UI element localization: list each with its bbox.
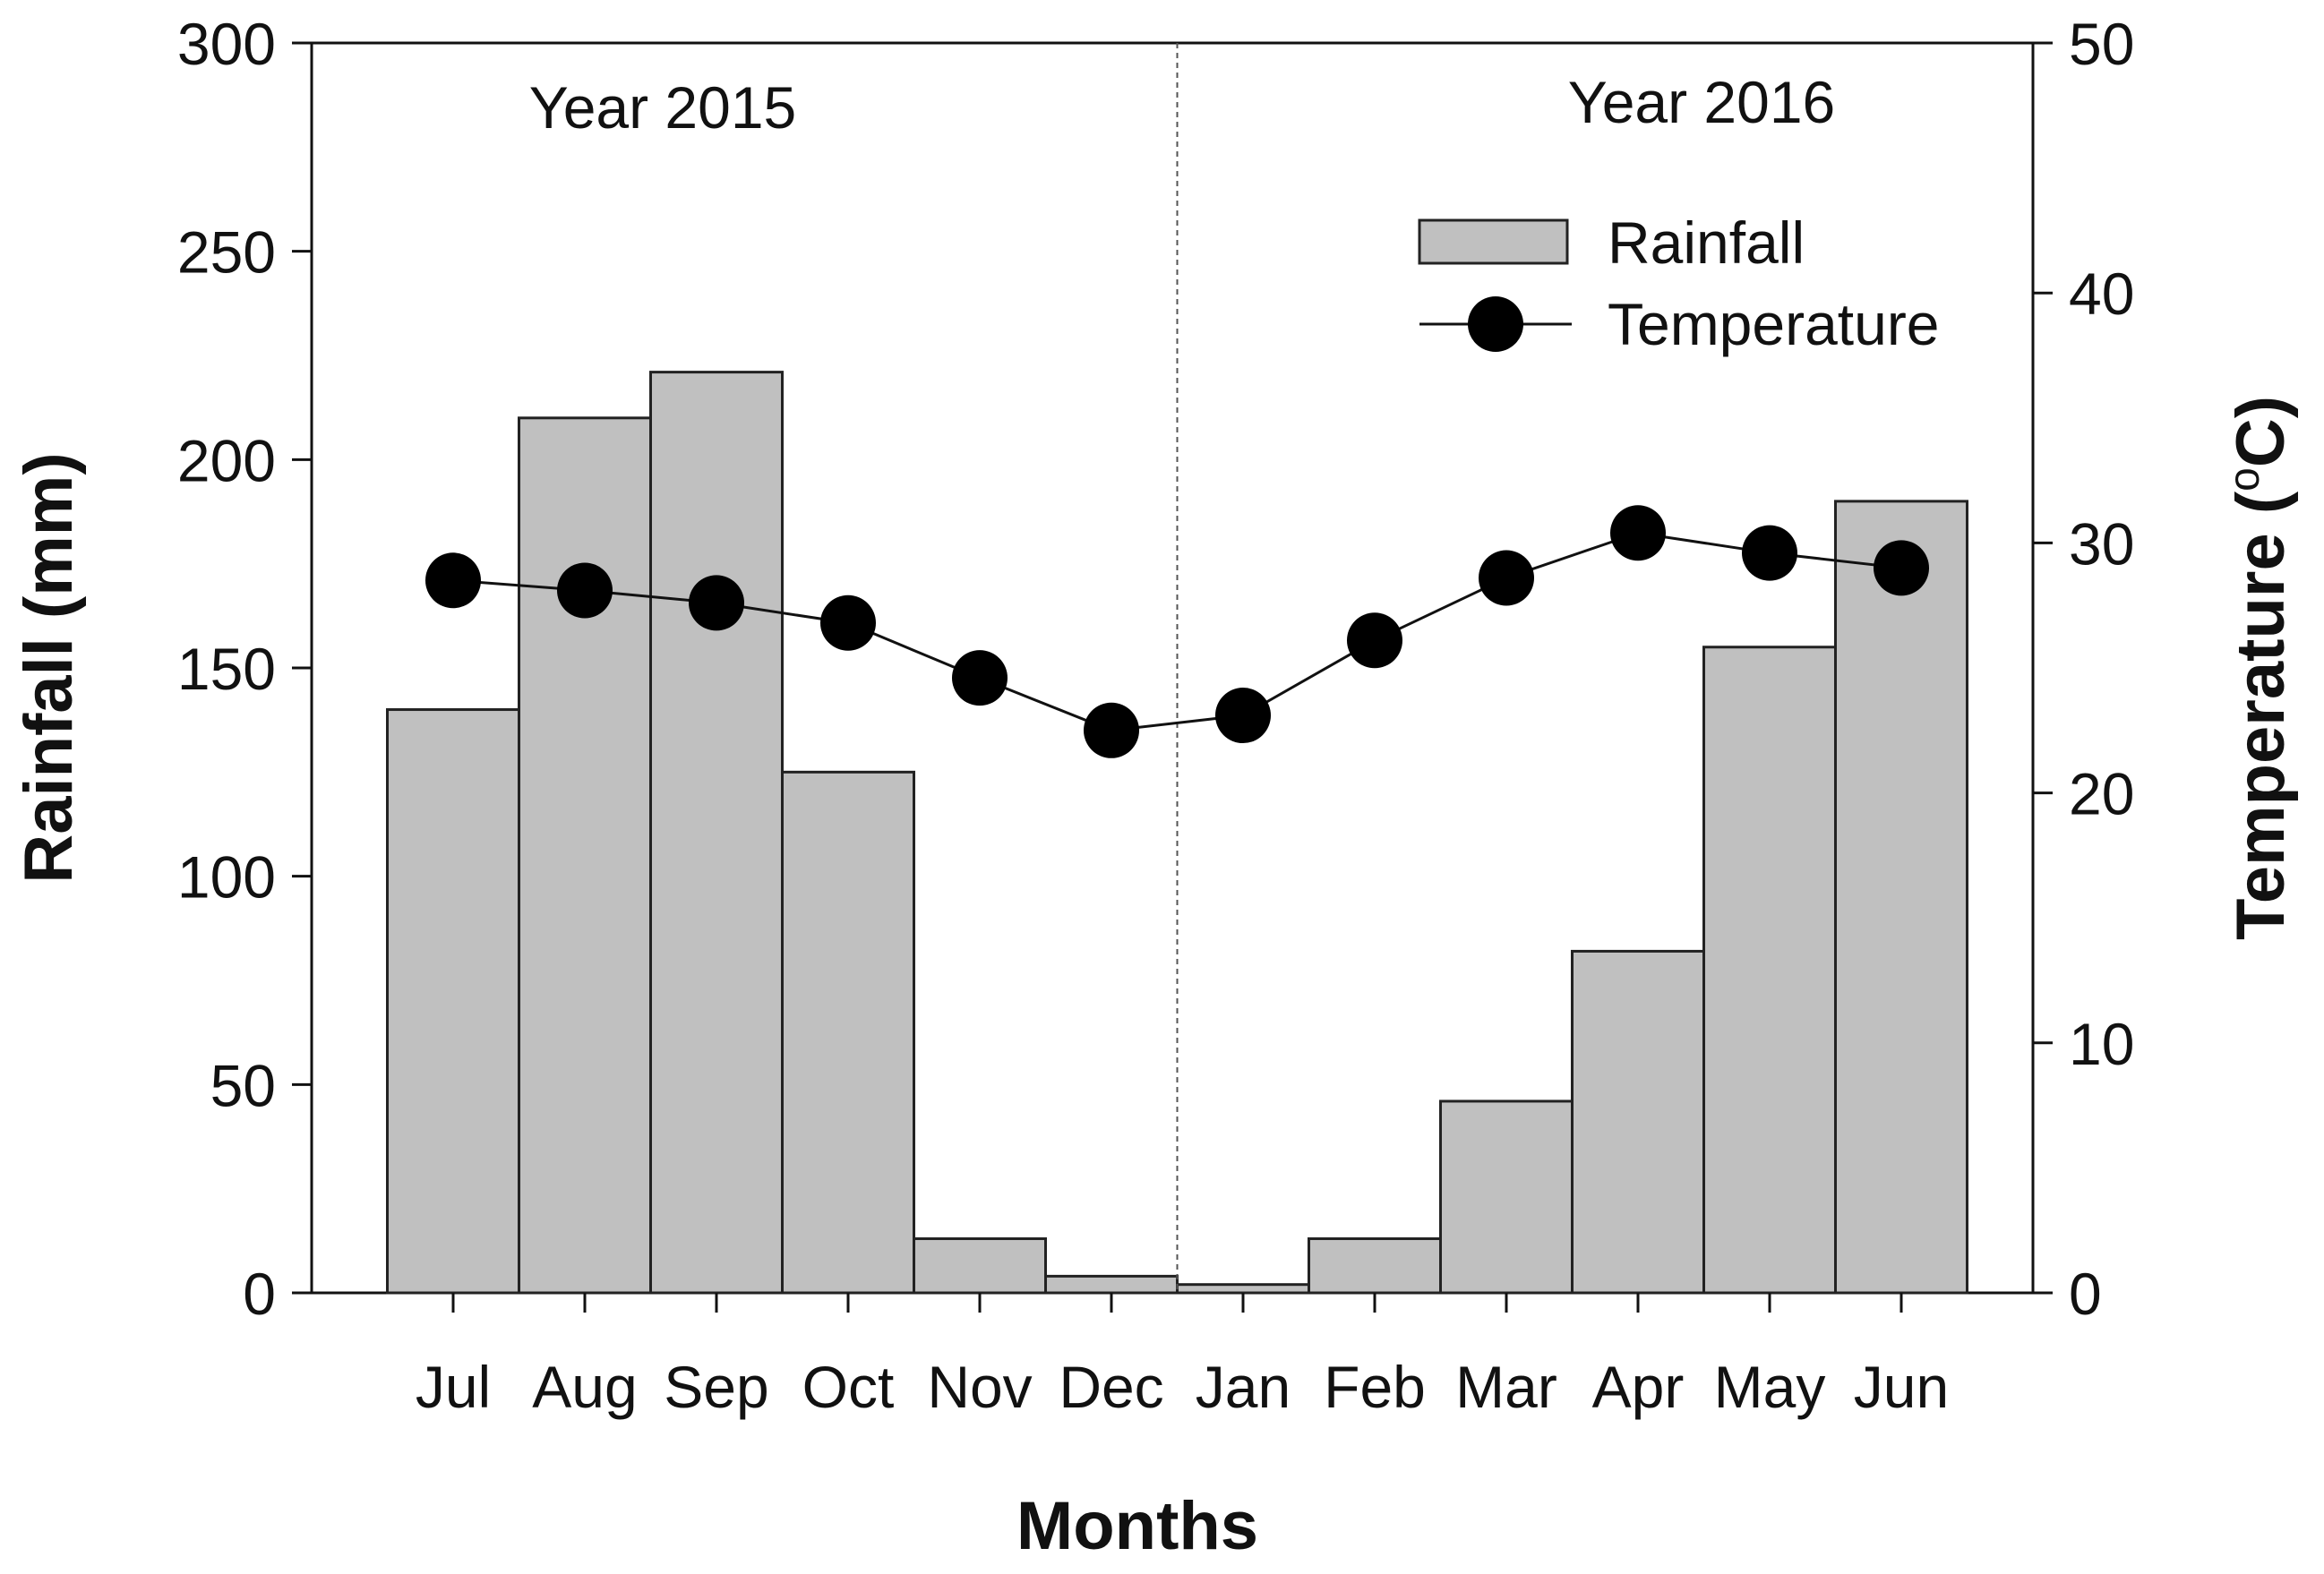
x-tick-label-jun: Jun [1854, 1354, 1949, 1420]
right-tick-label: 50 [2069, 11, 2134, 77]
marker-temperature-jan [1215, 688, 1271, 744]
right-axis-title-main: Temperature ( [2223, 491, 2299, 940]
right-tick-label: 30 [2069, 510, 2134, 577]
marker-temperature-oct [820, 595, 876, 651]
bar-rainfall-jul [386, 708, 520, 1295]
bar-rainfall-sep [649, 371, 784, 1295]
bar-rainfall-jun [1834, 500, 1968, 1295]
bar-rainfall-jan [1176, 1283, 1310, 1295]
bar-rainfall-aug [518, 416, 652, 1295]
legend: Rainfall Temperature [1418, 210, 1940, 357]
left-axis-title: Rainfall (mm) [11, 452, 87, 883]
bar-rainfall-nov [913, 1237, 1047, 1295]
marker-temperature-mar [1479, 550, 1534, 606]
marker-temperature-apr [1610, 505, 1666, 561]
bar-rainfall-feb [1308, 1237, 1442, 1295]
marker-temperature-feb [1347, 612, 1402, 669]
right-axis-title: Temperature (oC) [2221, 396, 2299, 940]
left-tick-label: 0 [243, 1261, 276, 1327]
x-tick-label-may: May [1714, 1354, 1826, 1420]
marker-temperature-may [1742, 525, 1797, 581]
annotation-year-2016: Year 2016 [1568, 69, 1836, 135]
x-axis: Jul Aug Sep Oct Nov Dec Jan Feb Mar Apr May Jun [416, 1293, 1949, 1420]
marker-temperature-nov [952, 650, 1008, 706]
bar-rainfall-oct [781, 770, 915, 1295]
marker-temperature-dec [1084, 702, 1139, 758]
x-axis-title: Months [1016, 1488, 1258, 1564]
bar-rainfall-may [1702, 646, 1837, 1295]
right-tick-label: 40 [2069, 261, 2134, 327]
marker-temperature-aug [557, 562, 613, 619]
legend-label-temperature: Temperature [1608, 291, 1940, 357]
right-tick-label: 0 [2069, 1261, 2102, 1327]
left-axis: 0 50 100 150 200 250 300 [177, 11, 312, 1327]
right-axis: 0 10 20 30 40 50 [2033, 11, 2134, 1327]
bar-rainfall-mar [1439, 1099, 1574, 1295]
legend-swatch-rainfall [1418, 218, 1569, 265]
left-tick-label: 50 [210, 1052, 276, 1118]
x-tick-label-feb: Feb [1324, 1354, 1426, 1420]
x-tick-label-jul: Jul [416, 1354, 491, 1420]
x-tick-label-apr: Apr [1592, 1354, 1685, 1420]
left-tick-label: 100 [177, 844, 276, 911]
marker-temperature-sep [689, 575, 744, 631]
right-tick-label: 20 [2069, 761, 2134, 827]
x-tick-label-nov: Nov [927, 1354, 1032, 1420]
right-tick-label: 10 [2069, 1011, 2134, 1077]
annotation-year-2015: Year 2015 [529, 74, 797, 141]
x-tick-label-sep: Sep [664, 1354, 768, 1420]
x-tick-label-mar: Mar [1455, 1354, 1557, 1420]
x-tick-label-aug: Aug [532, 1354, 637, 1420]
left-tick-label: 150 [177, 636, 276, 702]
legend-label-rainfall: Rainfall [1608, 210, 1805, 276]
right-axis-title-degree: o [2221, 467, 2268, 492]
bar-rainfall-dec [1044, 1274, 1179, 1295]
x-tick-label-jan: Jan [1196, 1354, 1291, 1420]
left-tick-label: 250 [177, 219, 276, 286]
marker-temperature-jun [1874, 540, 1929, 596]
bar-rainfall-apr [1571, 949, 1705, 1295]
rainfall-bars [386, 371, 1968, 1295]
x-tick-label-oct: Oct [802, 1354, 895, 1420]
left-tick-label: 200 [177, 427, 276, 493]
temperature-series [425, 505, 1929, 758]
right-axis-title-unit: C) [2223, 396, 2299, 467]
x-tick-label-dec: Dec [1059, 1354, 1163, 1420]
legend-marker-temperature [1468, 296, 1523, 352]
left-tick-label: 300 [177, 11, 276, 77]
marker-temperature-jul [425, 552, 481, 609]
